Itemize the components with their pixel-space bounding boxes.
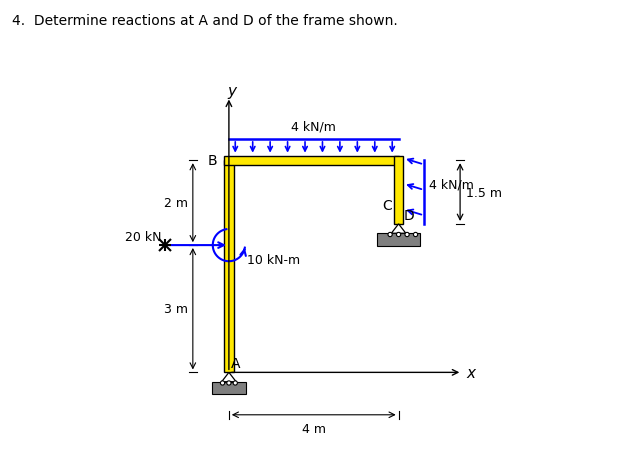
FancyBboxPatch shape: [224, 161, 233, 373]
Text: 20 kN: 20 kN: [126, 230, 162, 243]
Text: C: C: [382, 199, 392, 213]
FancyBboxPatch shape: [224, 156, 399, 166]
FancyBboxPatch shape: [394, 156, 403, 224]
Text: 3 m: 3 m: [164, 302, 188, 315]
Circle shape: [233, 381, 237, 385]
FancyBboxPatch shape: [212, 382, 246, 395]
Circle shape: [405, 233, 409, 237]
Text: 10 kN-m: 10 kN-m: [247, 254, 300, 267]
Text: A: A: [231, 357, 241, 370]
Polygon shape: [391, 224, 406, 234]
Polygon shape: [222, 373, 236, 382]
Text: 2 m: 2 m: [164, 197, 188, 210]
Text: B: B: [207, 154, 217, 168]
Text: 4 m: 4 m: [301, 422, 326, 436]
Text: 4 kN/m: 4 kN/m: [292, 120, 336, 134]
Circle shape: [227, 381, 231, 385]
Circle shape: [388, 233, 392, 237]
Text: y: y: [228, 84, 237, 99]
Text: 4.  Determine reactions at A and D of the frame shown.: 4. Determine reactions at A and D of the…: [12, 14, 398, 28]
Text: 4 kN/m: 4 kN/m: [429, 178, 474, 190]
Text: D: D: [404, 208, 415, 222]
Text: 1.5 m: 1.5 m: [467, 186, 503, 199]
Circle shape: [220, 381, 225, 385]
Circle shape: [396, 233, 400, 237]
Circle shape: [413, 233, 418, 237]
Text: x: x: [466, 365, 475, 380]
FancyBboxPatch shape: [378, 234, 420, 246]
